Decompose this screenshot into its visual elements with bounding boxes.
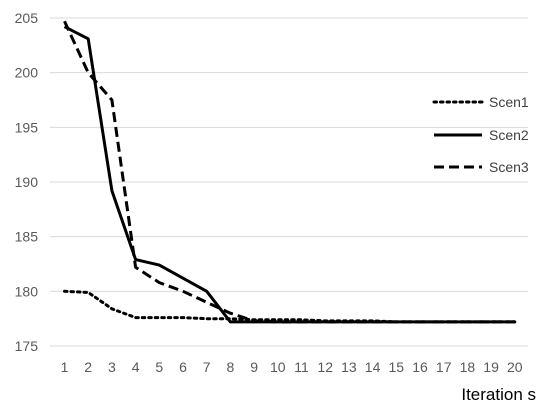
series-lines bbox=[63, 20, 517, 324]
x-tick-label: 8 bbox=[227, 359, 235, 375]
x-tick-label: 15 bbox=[389, 359, 405, 375]
series-line-scen3 bbox=[63, 20, 515, 324]
x-tick-label: 17 bbox=[436, 359, 452, 375]
legend-label-scen1: Scen1 bbox=[489, 94, 529, 110]
y-tick-label: 205 bbox=[15, 10, 39, 26]
x-tick-label: 5 bbox=[155, 359, 163, 375]
series-line-scen1 bbox=[63, 289, 517, 324]
x-tick-label: 20 bbox=[507, 359, 523, 375]
x-tick-label: 12 bbox=[317, 359, 333, 375]
x-tick-label: 18 bbox=[460, 359, 476, 375]
y-tick-label: 185 bbox=[15, 229, 39, 245]
y-axis-ticks: 175 180 185 190 195 200 205 bbox=[15, 10, 39, 354]
x-tick-label: 11 bbox=[294, 359, 309, 375]
x-tick-label: 13 bbox=[341, 359, 357, 375]
x-tick-label: 2 bbox=[84, 359, 92, 375]
y-tick-label: 200 bbox=[15, 65, 39, 81]
y-tick-label: 190 bbox=[15, 174, 39, 190]
x-tick-label: 10 bbox=[270, 359, 286, 375]
x-tick-label: 3 bbox=[108, 359, 116, 375]
x-tick-label: 19 bbox=[483, 359, 499, 375]
gridlines bbox=[50, 17, 528, 347]
x-tick-label: 9 bbox=[250, 359, 258, 375]
x-tick-label: 14 bbox=[365, 359, 381, 375]
y-tick-label: 195 bbox=[15, 119, 39, 135]
y-tick-label: 175 bbox=[15, 338, 39, 354]
legend-label-scen2: Scen2 bbox=[489, 127, 529, 143]
x-axis-label: Iteration s bbox=[461, 385, 536, 404]
x-tick-label: 7 bbox=[203, 359, 211, 375]
y-tick-label: 180 bbox=[15, 283, 39, 299]
legend: Scen1 Scen2 Scen3 bbox=[432, 94, 529, 175]
x-tick-label: 16 bbox=[412, 359, 428, 375]
x-tick-label: 4 bbox=[132, 359, 140, 375]
series-line-scen2 bbox=[63, 25, 515, 324]
x-tick-label: 6 bbox=[179, 359, 187, 375]
x-axis-ticks: 1 2 3 4 5 6 7 8 9 10 11 12 13 14 15 16 17 18 19 20 bbox=[61, 359, 523, 375]
x-tick-label: 1 bbox=[61, 359, 69, 375]
legend-label-scen3: Scen3 bbox=[489, 159, 529, 175]
